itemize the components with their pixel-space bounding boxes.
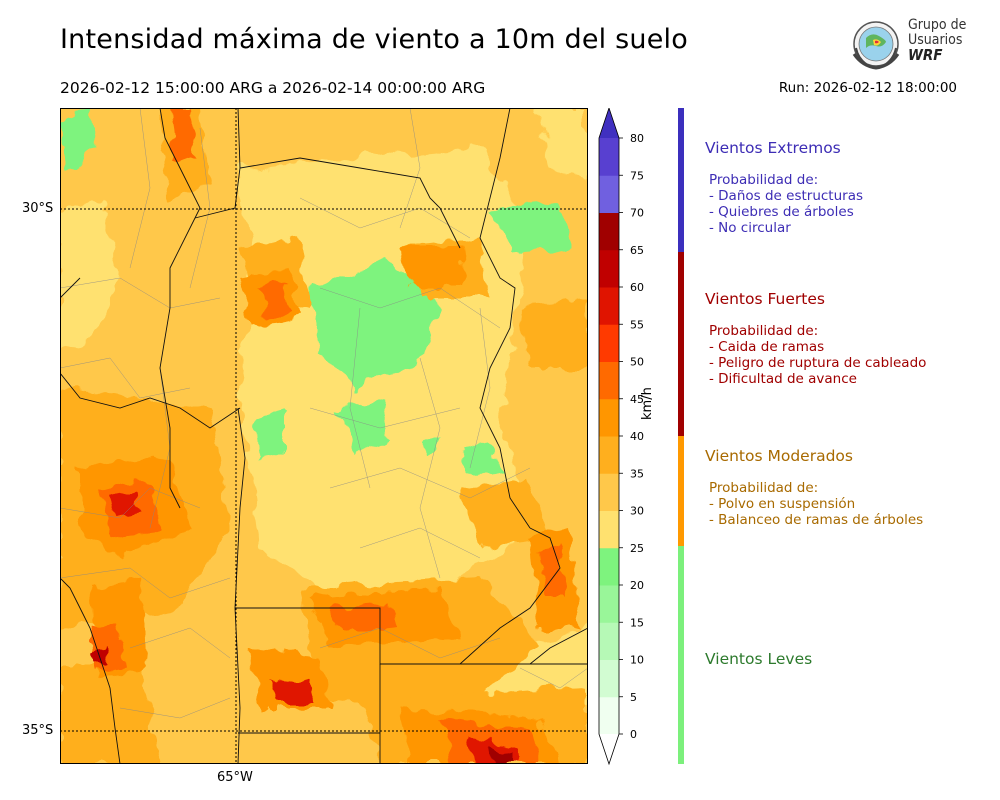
logo-text: Grupo de Usuarios WRF (908, 18, 966, 63)
map-frame (60, 108, 588, 764)
lat-label-35s: 35°S (22, 723, 54, 738)
province-boundaries (60, 108, 588, 764)
department-boundaries (60, 108, 588, 719)
colorbar-band (599, 398, 619, 437)
category-desc-line: - Peligro de ruptura de cableado (709, 355, 927, 371)
colorbar-band (599, 436, 619, 474)
forecast-period: 2026-02-12 15:00:00 ARG a 2026-02-14 00:… (60, 79, 486, 97)
colorbar-band (599, 324, 619, 362)
lat-label-30s: 30°S (22, 201, 54, 216)
category-desc-strong: Probabilidad de: - Caida de ramas - Peli… (709, 323, 926, 387)
wrf-logo: Grupo de Usuarios WRF (848, 18, 978, 74)
logo-line-1: Grupo de (908, 17, 967, 33)
colorbar-band (599, 473, 619, 511)
wind-map (60, 108, 588, 764)
graticule (60, 108, 588, 764)
colorbar-tick-label: 10 (630, 654, 644, 667)
category-desc-line: - Dificultad de avance (709, 371, 857, 387)
field-strong-zones (80, 108, 580, 764)
category-desc-line: - Daños de estructuras (709, 188, 864, 204)
colorbar-tick-label: 20 (630, 579, 644, 592)
colorbar-extension-max (599, 108, 619, 138)
colorbar-band (599, 659, 619, 698)
colorbar-tick-label: 15 (630, 616, 644, 629)
colorbar-band (599, 547, 619, 586)
colorbar-extension-min (599, 734, 619, 764)
globe-emblem-icon (852, 21, 900, 70)
colorbar-band (599, 249, 619, 288)
category-desc-line: - No circular (709, 220, 791, 236)
colorbar-tick-label: 70 (630, 207, 644, 220)
colorbar-tick-label: 50 (630, 356, 644, 369)
wind-field-svg (60, 108, 588, 764)
category-desc-line: - Balanceo de ramas de árboles (709, 512, 924, 528)
lon-label-65w: 65°W (217, 770, 253, 785)
category-desc-line: - Caida de ramas (709, 339, 825, 355)
category-desc-extreme: Probabilidad de: - Daños de estructuras … (709, 172, 863, 236)
colorbar-tick-label: 65 (630, 244, 644, 257)
colorbar-tick-label: 5 (630, 691, 637, 704)
colorbar: 0 5 10 15 20 25 30 35 40 45 50 55 60 65 70 75 80 (598, 106, 668, 768)
category-desc-line: Probabilidad de: (709, 480, 819, 496)
category-desc-moderate: Probabilidad de: - Polvo en suspensión -… (709, 480, 923, 528)
category-bar-light (678, 546, 684, 764)
category-title-moderate: Vientos Moderados (705, 447, 853, 465)
chart-title: Intensidad máxima de viento a 10m del su… (60, 24, 688, 55)
field-green-zone (60, 108, 570, 473)
colorbar-tick-label: 75 (630, 169, 644, 182)
category-desc-line: - Polvo en suspensión (709, 496, 856, 512)
colorbar-band (599, 622, 619, 660)
colorbar-tick-label: 35 (630, 467, 644, 480)
category-bar-strong (678, 252, 684, 436)
colorbar-tick-label: 30 (630, 505, 644, 518)
logo-line-2: Usuarios (908, 32, 963, 48)
category-bar-extreme (678, 108, 684, 252)
colorbar-tick-label: 0 (630, 728, 637, 741)
colorbar-tick-label: 40 (630, 430, 644, 443)
colorbar-band (599, 585, 619, 623)
colorbar-band (599, 287, 619, 325)
colorbar-band (599, 212, 619, 251)
colorbar-band (599, 175, 619, 213)
colorbar-band (599, 138, 619, 176)
colorbar-svg: 0 5 10 15 20 25 30 35 40 45 50 55 60 65 70 75 80 (598, 106, 644, 766)
colorbar-unit: km/h (640, 387, 655, 420)
colorbar-band (599, 510, 619, 549)
category-desc-line: Probabilidad de: (709, 323, 819, 339)
model-run-time: Run: 2026-02-12 18:00:00 (778, 80, 957, 96)
colorbar-tick-label: 55 (630, 318, 644, 331)
colorbar-tick-label: 60 (630, 281, 644, 294)
category-desc-line: - Quiebres de árboles (709, 204, 854, 220)
category-title-extreme: Vientos Extremos (705, 139, 841, 157)
colorbar-band (599, 361, 619, 400)
category-bar-moderate (678, 436, 684, 546)
category-title-strong: Vientos Fuertes (705, 290, 825, 308)
colorbar-tick-label: 45 (630, 393, 644, 406)
colorbar-band (599, 696, 619, 735)
colorbar-tick-label: 80 (630, 132, 644, 145)
category-title-light: Vientos Leves (705, 650, 813, 668)
logo-line-3: WRF (908, 46, 943, 64)
colorbar-tick-label: 25 (630, 542, 644, 555)
category-desc-line: Probabilidad de: (709, 172, 819, 188)
